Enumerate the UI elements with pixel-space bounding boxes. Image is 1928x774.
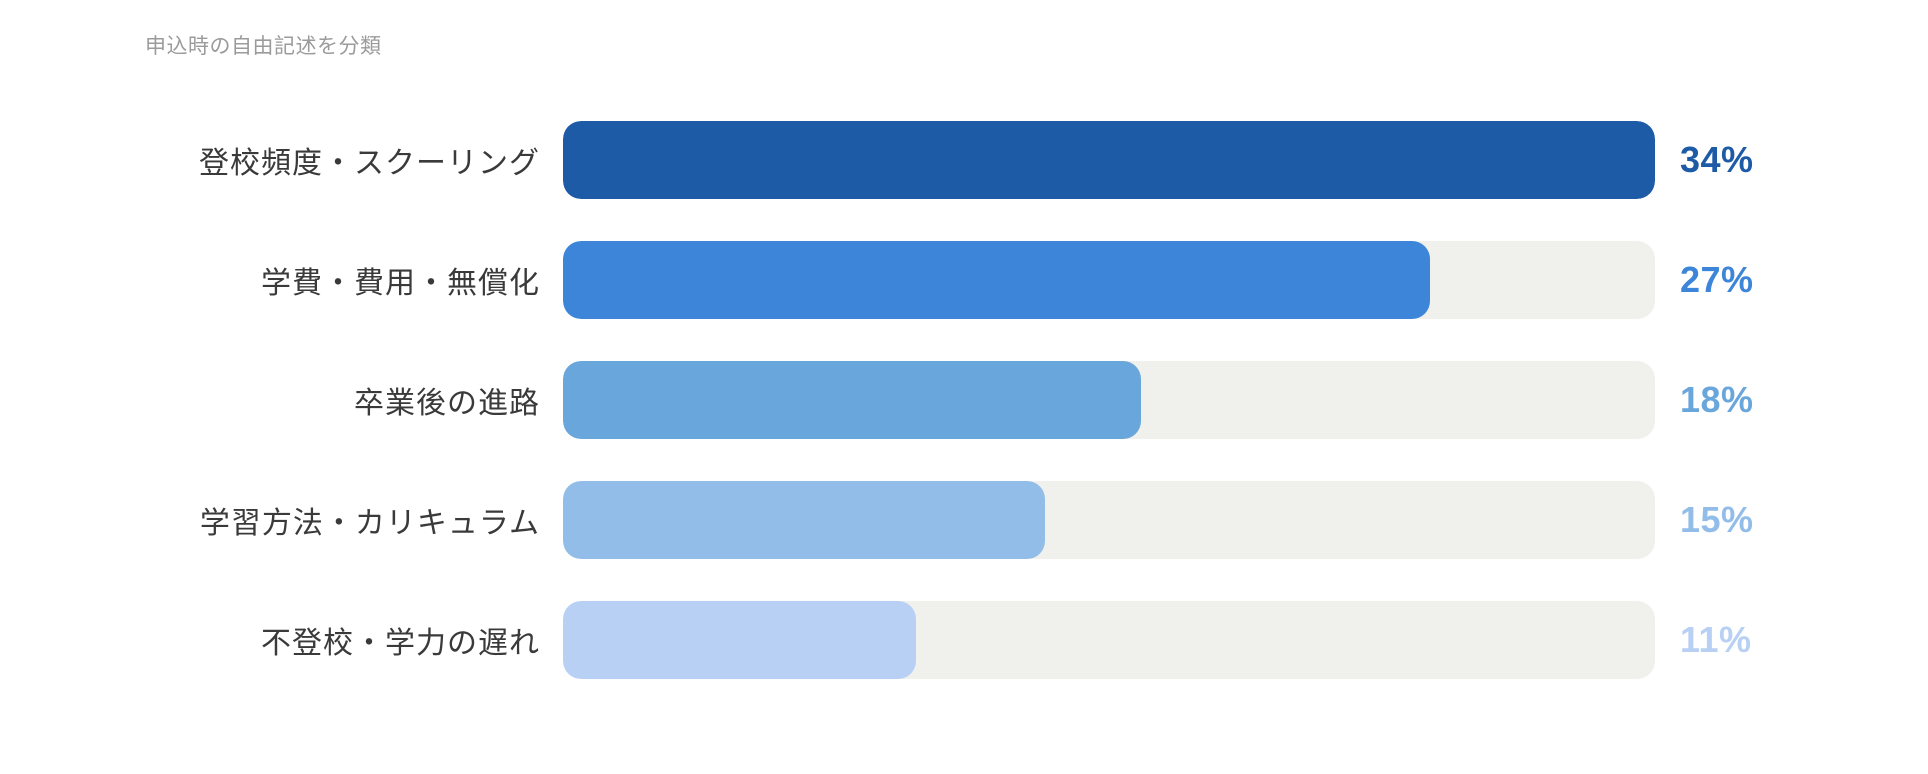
bar-fill: [563, 601, 917, 679]
bar-track: [563, 121, 1655, 199]
bar-track: [563, 361, 1655, 439]
bar-fill: [563, 241, 1431, 319]
category-label: 学費・費用・無償化: [261, 267, 540, 300]
category-label: 卒業後の進路: [354, 387, 540, 420]
bar-fill: [563, 121, 1655, 199]
category-label: 不登校・学力の遅れ: [261, 627, 540, 660]
chart-rows: 登校頻度・スクーリング 34% 学費・費用・無償化 27% 卒業後の進路 18%…: [0, 121, 1928, 721]
category-label: 学習方法・カリキュラム: [199, 507, 540, 540]
bar-row: 登校頻度・スクーリング 34%: [0, 121, 1928, 199]
value-label: 11%: [1680, 619, 1752, 660]
value-label: 18%: [1680, 379, 1754, 420]
value-label: 34%: [1680, 139, 1754, 180]
chart-title: 申込時の自由記述を分類: [145, 35, 382, 58]
bar-fill: [563, 361, 1142, 439]
value-label: 15%: [1680, 499, 1754, 540]
bar-row: 学習方法・カリキュラム 15%: [0, 481, 1928, 559]
bar-track: [563, 241, 1655, 319]
category-label: 登校頻度・スクーリング: [199, 147, 540, 180]
bar-row: 不登校・学力の遅れ 11%: [0, 601, 1928, 679]
bar-row: 卒業後の進路 18%: [0, 361, 1928, 439]
bar-fill: [563, 481, 1045, 559]
value-label: 27%: [1680, 259, 1754, 300]
bar-track: [563, 481, 1655, 559]
bar-track: [563, 601, 1655, 679]
bar-row: 学費・費用・無償化 27%: [0, 241, 1928, 319]
